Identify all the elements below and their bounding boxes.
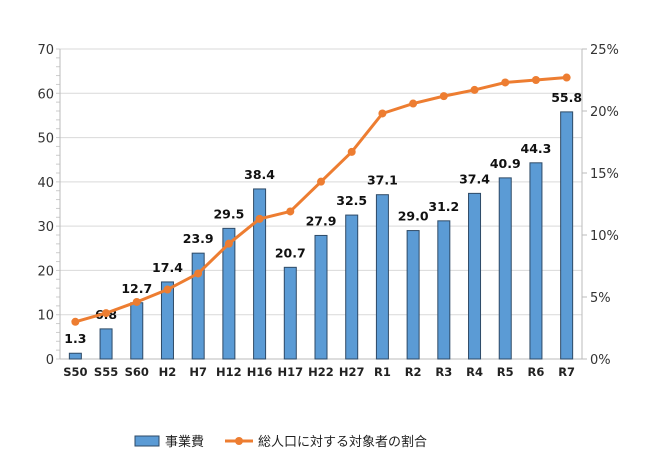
- data-label: 31.2: [428, 199, 459, 214]
- line-point: [286, 207, 295, 216]
- data-label: 29.5: [213, 206, 244, 221]
- x-tick-label: H12: [216, 365, 242, 379]
- y-tick-label: 20: [37, 264, 54, 279]
- y-tick-label: 70: [37, 43, 54, 58]
- line-point: [470, 85, 479, 94]
- bar: [253, 188, 267, 360]
- bar: [314, 234, 328, 360]
- bar: [345, 214, 359, 360]
- x-tick-label: S50: [63, 365, 87, 379]
- line-point: [317, 177, 325, 186]
- y2-tick-label: 0%: [590, 353, 611, 368]
- data-label: 29.0: [398, 209, 429, 224]
- y-tick-label: 0: [46, 353, 54, 368]
- data-label: 38.4: [244, 167, 275, 182]
- bar: [222, 227, 236, 360]
- line-point: [531, 76, 540, 84]
- data-label: 23.9: [183, 231, 214, 246]
- legend-line-marker: [235, 437, 243, 445]
- y-tick-label: 60: [37, 87, 54, 102]
- bar: [498, 177, 512, 360]
- bar: [560, 111, 574, 360]
- x-tick-label: R6: [528, 365, 545, 379]
- bar: [437, 220, 451, 360]
- line-point: [132, 297, 141, 306]
- x-tick-label: R7: [558, 365, 575, 379]
- bar: [130, 302, 144, 360]
- x-tick-label: H22: [308, 365, 334, 379]
- line-point: [378, 109, 387, 118]
- line-point: [255, 214, 264, 223]
- line-point: [439, 92, 448, 101]
- x-tick-label: R5: [497, 365, 514, 379]
- y2-tick-label: 20%: [590, 105, 619, 120]
- x-tick-label: S55: [94, 365, 118, 379]
- data-label: 12.7: [121, 281, 152, 296]
- bar: [468, 192, 482, 360]
- line-point: [71, 317, 80, 326]
- y2-tick-label: 25%: [590, 43, 619, 58]
- x-tick-label: R4: [466, 365, 483, 379]
- y-tick-label: 40: [37, 176, 54, 191]
- data-label: 40.9: [490, 156, 521, 171]
- y-tick-label: 10: [37, 309, 54, 324]
- x-tick-label: H7: [189, 365, 207, 379]
- data-label: 37.4: [459, 171, 490, 186]
- bar: [375, 194, 389, 360]
- line-point: [194, 269, 203, 278]
- x-tick-label: R1: [374, 365, 391, 379]
- line-point: [163, 285, 172, 294]
- line-point: [501, 78, 510, 87]
- data-label: 17.4: [152, 260, 183, 275]
- data-label: 32.5: [336, 193, 367, 208]
- bar: [160, 281, 174, 360]
- x-tick-label: S60: [125, 365, 149, 379]
- x-tick-label: H27: [339, 365, 365, 379]
- x-tick-label: H2: [159, 365, 177, 379]
- y-tick-label: 30: [37, 220, 54, 235]
- line-point: [102, 309, 111, 318]
- data-label: 27.9: [306, 213, 337, 228]
- legend-label: 総人口に対する対象者の割合: [258, 434, 427, 450]
- bar: [283, 266, 297, 360]
- data-label: 1.3: [64, 331, 86, 346]
- y-tick-label: 50: [37, 132, 54, 147]
- x-tick-label: R3: [435, 365, 452, 379]
- line-point: [409, 99, 418, 108]
- bar: [191, 252, 205, 360]
- bar: [406, 230, 420, 360]
- x-tick-label: R2: [405, 365, 422, 379]
- data-label: 37.1: [367, 173, 398, 188]
- data-label: 55.8: [551, 90, 582, 105]
- data-label: 20.7: [275, 245, 306, 260]
- line-point: [347, 147, 356, 156]
- data-label: 44.3: [521, 141, 552, 156]
- bar: [68, 352, 82, 360]
- bar: [529, 162, 543, 360]
- x-tick-label: H17: [277, 365, 303, 379]
- x-tick-label: H16: [247, 365, 273, 379]
- line-point: [224, 239, 233, 248]
- legend-label: 事業費: [165, 434, 204, 450]
- y2-tick-label: 15%: [590, 167, 619, 182]
- line-point: [562, 73, 571, 82]
- bar: [99, 328, 113, 360]
- legend-bar-swatch: [134, 435, 160, 447]
- y2-tick-label: 10%: [590, 229, 619, 244]
- y2-tick-label: 5%: [590, 291, 611, 306]
